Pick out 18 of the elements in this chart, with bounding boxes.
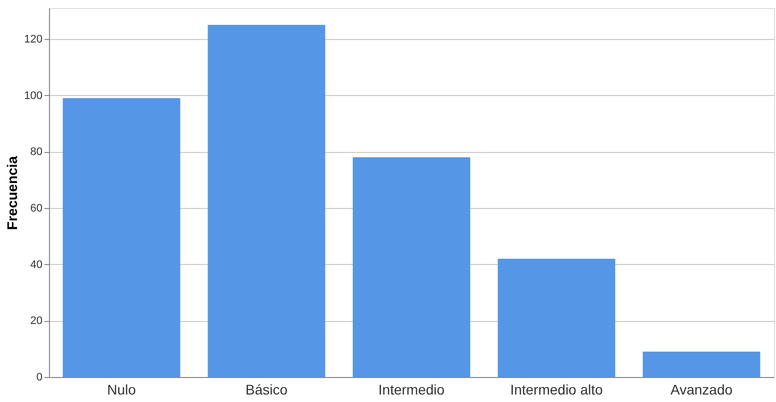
x-tick-label: Nulo [107, 382, 136, 398]
y-tick-label: 120 [24, 33, 42, 46]
y-tick-label: 100 [24, 90, 42, 102]
y-tick-label: 40 [30, 258, 42, 271]
y-axis-title: Frecuencia [4, 156, 20, 230]
bar [62, 98, 180, 377]
y-tick-label: 20 [30, 315, 42, 328]
y-tick-label: 60 [30, 202, 42, 214]
bar [498, 258, 616, 377]
bar [208, 24, 326, 377]
x-tick-label: Intermedio [378, 382, 445, 398]
x-tick-label: Básico [245, 382, 288, 398]
x-tick-label: Intermedio alto [510, 382, 604, 398]
y-tick-label: 80 [30, 146, 42, 158]
x-tick-label: Avanzado [670, 382, 733, 398]
bar [642, 352, 760, 377]
y-tick-label: 0 [36, 372, 42, 384]
bar [352, 157, 470, 377]
